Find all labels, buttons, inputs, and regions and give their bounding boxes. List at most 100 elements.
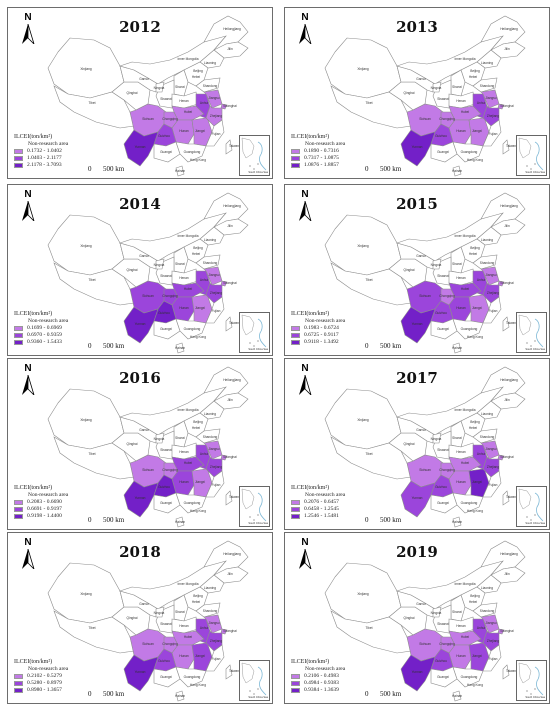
province-label: Fujian <box>212 132 221 136</box>
province-label: Tibet <box>89 452 96 456</box>
scale-zero: 0 <box>365 516 369 524</box>
province-shandong <box>472 77 498 93</box>
province-fujian <box>482 119 502 147</box>
legend-class-1: 0.1983 - 0.6724 <box>291 325 345 332</box>
province-label: Heilongjiang <box>223 204 241 208</box>
legend-non-research-label: Non-research area <box>28 141 69 147</box>
province-label: Inner Mongolia <box>177 57 198 61</box>
province-hainan <box>175 516 185 528</box>
province-label: Hebei <box>469 426 478 430</box>
province-label: Hong Kong <box>467 683 483 687</box>
province-label: Gansu <box>416 77 426 81</box>
province-label: Jiangxi <box>195 129 205 133</box>
province-hainan <box>175 165 185 177</box>
province-label: Liaoning <box>204 586 216 590</box>
province-label: Zhejiang <box>487 291 499 295</box>
province-label: Shanxi <box>452 262 462 266</box>
province-label: Inner Mongolia <box>454 408 475 412</box>
north-label: N <box>301 537 309 548</box>
legend-class-1: 0.2076 - 0.6457 <box>291 499 345 506</box>
scale-zero: 0 <box>88 690 92 698</box>
province-label: Jiangxi <box>472 129 482 133</box>
province-label: Taiwan <box>506 669 516 673</box>
province-label: Sichuan <box>419 294 431 298</box>
province-label: Hong Kong <box>190 509 206 513</box>
legend: ILCEI(ton/km²) Non-research area 0.2106 - … <box>291 659 345 694</box>
province-label: Gansu <box>416 254 426 258</box>
province-label: Hong Kong <box>467 335 483 339</box>
scale-label: 500 km <box>103 165 125 173</box>
province-shandong <box>472 602 498 618</box>
province-label: Liaoning <box>481 586 493 590</box>
north-arrow-icon: N <box>294 189 316 225</box>
year-title: 2017 <box>396 369 438 387</box>
province-label: Shandong <box>480 84 495 88</box>
inset-map: South China Sea <box>516 135 547 176</box>
province-label: Jiangxi <box>472 654 482 658</box>
province-label: Fujian <box>212 657 221 661</box>
province-label: Shanghai <box>223 629 237 633</box>
province-label: Beijing <box>470 246 480 250</box>
scale-label: 500 km <box>103 690 125 698</box>
province-hainan <box>452 516 462 528</box>
province-label: Xinjiang <box>80 67 92 71</box>
province-label: Ningxia <box>154 86 165 90</box>
province-label: Shanghai <box>500 629 514 633</box>
north-label: N <box>24 189 32 200</box>
north-label: N <box>24 537 32 548</box>
province-label: Shaanxi <box>437 622 449 626</box>
province-label: Zhejiang <box>487 639 499 643</box>
province-label: Shaanxi <box>437 448 449 452</box>
legend-class-3: 1.2546 - 1.5481 <box>291 513 345 520</box>
province-label: Gansu <box>139 254 149 258</box>
province-hubei <box>448 105 482 121</box>
scale-label: 500 km <box>103 342 125 350</box>
inset-map: South China Sea <box>239 660 270 701</box>
province-shandong <box>472 254 498 270</box>
china-map: Xinjiang Tibet Qinghai Gansu Inner Mongolia H… <box>324 366 526 528</box>
province-label: Guangxi <box>160 501 172 505</box>
province-label: Sichuan <box>142 294 154 298</box>
province-label: Jiangsu <box>486 96 497 100</box>
province-label: Hebei <box>192 426 201 430</box>
province-label: Jilin <box>504 224 510 228</box>
province-label: Chongqing <box>439 117 455 121</box>
province-label: Fujian <box>489 309 498 313</box>
province-label: Gansu <box>139 602 149 606</box>
legend-class-2: 0.7317 - 1.0875 <box>291 155 345 162</box>
legend-class-2: 0.5280 - 0.8979 <box>14 680 68 687</box>
province-label: Shanghai <box>500 104 514 108</box>
province-label: Jilin <box>227 224 233 228</box>
province-shanghai <box>220 628 228 635</box>
province-label: Beijing <box>470 420 480 424</box>
province-label: Heilongjiang <box>223 378 241 382</box>
province-shanghai <box>497 280 505 287</box>
province-label: Taiwan <box>229 495 239 499</box>
province-fujian <box>205 644 225 672</box>
province-guangdong <box>175 492 207 514</box>
province-label: Yunnan <box>412 322 423 326</box>
province-label: Hunan <box>456 306 466 310</box>
province-zhejiang <box>205 630 223 652</box>
legend-swatch <box>14 333 23 338</box>
province-label: Hubei <box>461 110 470 114</box>
map-panel-2016: Xinjiang Tibet Qinghai Gansu Inner Mongolia H… <box>7 358 273 530</box>
province-label: Beijing <box>193 69 203 73</box>
year-title: 2013 <box>396 18 438 36</box>
province-label: Anhui <box>200 101 208 105</box>
province-label: Hebei <box>469 75 478 79</box>
province-label: Henan <box>456 99 466 103</box>
year-title: 2019 <box>396 543 438 561</box>
province-label: Henan <box>179 99 189 103</box>
province-hainan <box>175 690 185 702</box>
province-label: Hainan <box>175 520 185 524</box>
legend-range: 0.9198 - 1.4400 <box>27 513 62 519</box>
province-zhejiang <box>482 105 500 127</box>
legend-swatch <box>291 340 300 345</box>
inset-map: South China Sea <box>516 486 547 527</box>
province-label: Henan <box>456 450 466 454</box>
map-panel-2018: Xinjiang Tibet Qinghai Gansu Inner Mongolia H… <box>7 532 273 704</box>
province-hubei <box>448 282 482 298</box>
inset-map: South China Sea <box>239 135 270 176</box>
province-zhejiang <box>482 456 500 478</box>
